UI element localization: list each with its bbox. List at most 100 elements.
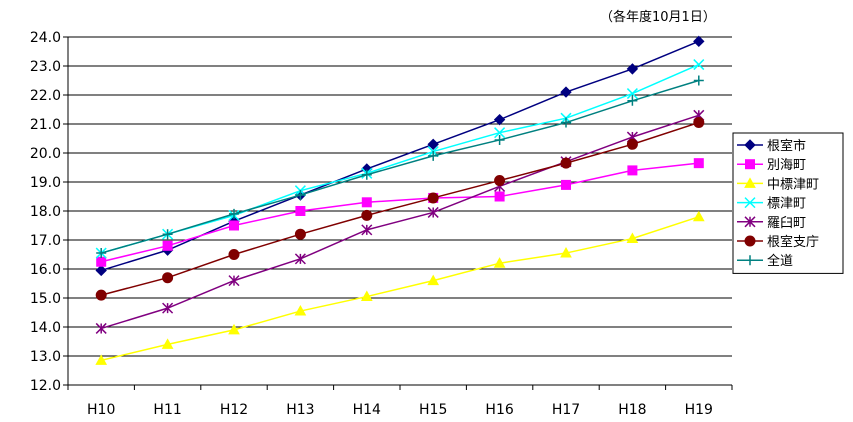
series-2 xyxy=(95,210,705,365)
data-point-6-9 xyxy=(693,75,704,86)
data-point-4-1 xyxy=(162,302,174,314)
data-point-6-6 xyxy=(494,134,505,145)
legend-label-5: 根室支庁 xyxy=(767,234,819,250)
axes: 12.0 13.0 14.0 15.0 16.0 17.0 18.0 19.0 20.0 21.0… xyxy=(30,30,733,418)
data-point-5-0 xyxy=(95,289,107,301)
data-point-6-7 xyxy=(561,117,571,128)
legend-label-2: 中標津町 xyxy=(767,177,819,192)
legend-marker-1 xyxy=(745,159,755,170)
series-line-2 xyxy=(101,216,700,362)
y-tick-label-4: 16.0 xyxy=(30,262,61,278)
data-point-2-1 xyxy=(161,338,174,349)
y-tick-label-9: 21.0 xyxy=(30,117,61,133)
data-point-2-8 xyxy=(626,232,639,244)
legend-label-6: 全道 xyxy=(767,253,793,269)
data-point-5-3 xyxy=(294,228,306,240)
data-point-3-9 xyxy=(693,59,705,71)
series-line-6 xyxy=(100,79,700,254)
x-tick-label-5: H15 xyxy=(419,402,447,418)
x-tick-label-1: H11 xyxy=(153,402,181,418)
y-tick-label-1: 13.0 xyxy=(30,349,61,365)
data-point-4-0 xyxy=(95,322,107,334)
x-tick-label-0: H10 xyxy=(87,402,115,418)
legend-item-6: 全道 xyxy=(737,253,793,269)
data-point-0-0 xyxy=(95,264,107,277)
data-point-2-5 xyxy=(427,274,440,286)
y-tick-label-10: 22.0 xyxy=(30,88,61,104)
data-point-4-4 xyxy=(361,224,373,236)
legend-item-2: 中標津町 xyxy=(737,177,819,192)
data-point-5-6 xyxy=(494,175,506,187)
series-line-4 xyxy=(100,114,700,330)
data-point-1-3 xyxy=(295,206,306,216)
legend-marker-3 xyxy=(744,197,756,209)
data-point-5-2 xyxy=(228,249,240,260)
data-point-6-4 xyxy=(361,169,372,180)
data-point-6-5 xyxy=(428,150,439,161)
series-line-5 xyxy=(101,121,700,296)
data-point-2-2 xyxy=(228,323,240,335)
data-point-4-5 xyxy=(427,206,439,218)
legend-label-3: 標津町 xyxy=(767,197,806,212)
legend-item-0: 根室市 xyxy=(737,138,806,154)
data-point-2-0 xyxy=(95,354,108,365)
y-tick-label-0: 12.0 xyxy=(30,378,61,394)
gridlines xyxy=(68,36,732,386)
data-point-5-8 xyxy=(626,138,638,150)
series-lines xyxy=(95,35,705,365)
series-5 xyxy=(95,117,705,301)
data-point-2-4 xyxy=(360,290,373,302)
x-tick-label-8: H18 xyxy=(618,402,646,418)
series-line-0 xyxy=(100,40,700,272)
y-tick-label-3: 15.0 xyxy=(30,291,61,307)
data-point-3-6 xyxy=(494,127,506,139)
x-tick-label-6: H16 xyxy=(485,402,513,418)
data-point-4-3 xyxy=(294,253,306,265)
data-point-5-5 xyxy=(427,192,439,204)
y-tick-label-5: 17.0 xyxy=(30,233,61,249)
legend-item-1: 別海町 xyxy=(737,158,806,173)
data-point-1-0 xyxy=(96,256,107,267)
data-point-2-6 xyxy=(493,257,506,268)
x-tick-label-3: H13 xyxy=(286,402,314,418)
data-point-6-2 xyxy=(229,208,239,219)
series-line-1 xyxy=(101,162,699,263)
data-point-6-1 xyxy=(162,229,173,240)
date-note: （各年度10月1日） xyxy=(600,9,716,25)
series-4 xyxy=(95,109,705,334)
data-point-3-8 xyxy=(626,88,638,100)
data-point-4-2 xyxy=(228,275,240,287)
legend-marker-5 xyxy=(744,235,756,247)
data-point-2-3 xyxy=(294,305,307,316)
data-point-1-7 xyxy=(561,179,571,190)
data-point-0-5 xyxy=(427,138,439,151)
legend-item-4: 羅臼町 xyxy=(737,216,806,231)
data-point-0-6 xyxy=(493,113,506,126)
data-point-5-4 xyxy=(361,209,373,221)
legend-label-1: 別海町 xyxy=(767,158,806,173)
y-tick-label-7: 19.0 xyxy=(30,175,61,191)
data-point-6-0 xyxy=(96,248,107,259)
data-point-1-4 xyxy=(361,197,372,208)
data-point-1-1 xyxy=(162,240,173,251)
legend-item-3: 標津町 xyxy=(737,197,806,212)
legend-marker-6 xyxy=(745,255,755,266)
data-point-5-1 xyxy=(162,272,174,284)
data-point-2-7 xyxy=(560,247,572,258)
legend-marker-4 xyxy=(744,216,756,228)
data-point-1-8 xyxy=(627,165,638,176)
x-tick-label-4: H14 xyxy=(353,402,381,418)
y-tick-label-11: 23.0 xyxy=(30,59,61,75)
x-tick-label-2: H12 xyxy=(220,402,248,418)
series-6 xyxy=(96,75,704,259)
legend-label-0: 根室市 xyxy=(767,138,806,154)
legend-marker-0 xyxy=(744,139,756,151)
series-line-3 xyxy=(100,63,700,254)
data-point-0-7 xyxy=(560,86,572,98)
data-point-5-7 xyxy=(560,157,572,169)
data-point-6-3 xyxy=(295,190,306,201)
x-tick-label-9: H19 xyxy=(685,402,713,418)
